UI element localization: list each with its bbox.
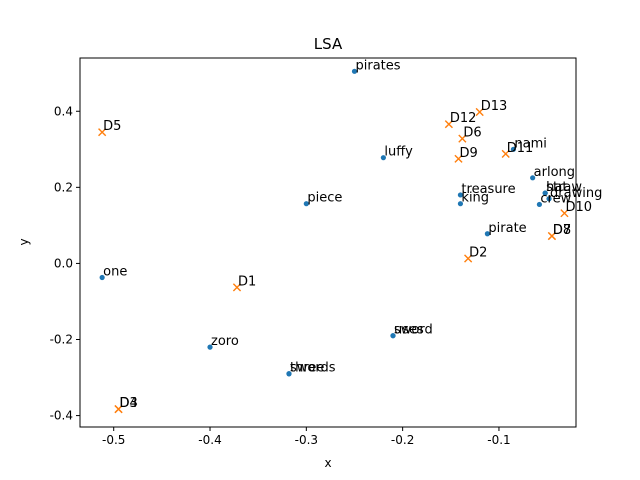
document-point-label: D1 bbox=[238, 274, 256, 289]
document-point bbox=[454, 154, 463, 163]
term-point-label: swords bbox=[290, 361, 336, 376]
document-point bbox=[547, 231, 557, 241]
term-point-label: drawing bbox=[550, 186, 602, 201]
term-point-label: uses bbox=[394, 323, 424, 338]
document-point-label: D7 bbox=[553, 223, 571, 238]
term-point-label: piece bbox=[307, 191, 342, 206]
document-point-label: D13 bbox=[481, 99, 508, 114]
document-point-label: D6 bbox=[463, 126, 481, 141]
term-point bbox=[530, 175, 536, 181]
term-point-label: king bbox=[461, 191, 489, 206]
document-point bbox=[98, 128, 107, 137]
term-point-label: nami bbox=[514, 136, 546, 151]
term-point bbox=[457, 201, 464, 207]
y-tick-label: -0.2 bbox=[50, 333, 73, 347]
term-point bbox=[380, 155, 386, 161]
document-point-label: D11 bbox=[507, 141, 534, 156]
term-point-label: straw bbox=[546, 180, 582, 195]
term-point bbox=[542, 190, 548, 196]
y-tick-label: 0.2 bbox=[54, 180, 73, 194]
document-point bbox=[444, 120, 453, 129]
y-axis-label: y bbox=[17, 238, 31, 245]
document-point bbox=[475, 107, 484, 117]
term-point-label: arlong bbox=[534, 165, 575, 180]
term-point-label: luffy bbox=[384, 145, 413, 160]
chart-title: LSA bbox=[314, 35, 343, 53]
term-point bbox=[484, 231, 490, 237]
document-point-label: D10 bbox=[565, 200, 592, 215]
term-point bbox=[99, 274, 105, 281]
document-point bbox=[560, 209, 569, 218]
term-point-label: sword bbox=[394, 323, 433, 338]
y-axis: -0.4 -0.2 0.0 0.2 0.4 bbox=[50, 104, 80, 423]
y-tick-label: 0.0 bbox=[54, 256, 73, 270]
x-tick-label: -0.5 bbox=[102, 433, 125, 447]
document-point bbox=[114, 405, 123, 414]
document-point-label: D5 bbox=[103, 119, 121, 134]
term-point bbox=[207, 344, 213, 350]
document-point-label: D4 bbox=[120, 396, 138, 411]
term-point bbox=[546, 196, 552, 202]
document-point-label: D2 bbox=[469, 245, 487, 260]
term-point-label: hat bbox=[546, 180, 567, 195]
document-point bbox=[501, 149, 510, 158]
document-point bbox=[464, 254, 473, 263]
term-point bbox=[286, 371, 292, 377]
term-point-label: pirates bbox=[355, 58, 400, 73]
term-point bbox=[351, 68, 358, 74]
term-point bbox=[303, 201, 309, 207]
x-tick-label: -0.4 bbox=[198, 433, 221, 447]
x-tick-label: -0.1 bbox=[487, 433, 510, 447]
x-tick-label: -0.2 bbox=[391, 433, 414, 447]
y-tick-label: 0.4 bbox=[54, 104, 73, 118]
y-tick-label: -0.4 bbox=[50, 409, 73, 423]
document-point-label: D8 bbox=[553, 223, 571, 238]
document-point-label: D9 bbox=[460, 146, 478, 161]
term-point-label: one bbox=[103, 264, 127, 279]
term-point-label: crew bbox=[540, 191, 571, 206]
term-point-label: three bbox=[290, 361, 324, 376]
document-point bbox=[232, 283, 242, 292]
term-point-label: treasure bbox=[461, 182, 515, 197]
document-point bbox=[458, 134, 467, 143]
x-axis-label: x bbox=[324, 456, 331, 470]
term-point bbox=[536, 201, 543, 208]
plot-frame bbox=[79, 57, 577, 428]
term-point-label: zoro bbox=[211, 334, 239, 349]
x-axis: -0.5 -0.4 -0.3 -0.2 -0.1 bbox=[102, 427, 511, 447]
document-point-label: D12 bbox=[450, 111, 477, 126]
x-tick-label: -0.3 bbox=[295, 433, 318, 447]
term-point bbox=[510, 146, 516, 152]
term-point bbox=[390, 333, 396, 339]
document-point-label: D3 bbox=[120, 396, 138, 411]
term-point bbox=[457, 192, 464, 198]
term-point-label: pirate bbox=[488, 221, 526, 236]
